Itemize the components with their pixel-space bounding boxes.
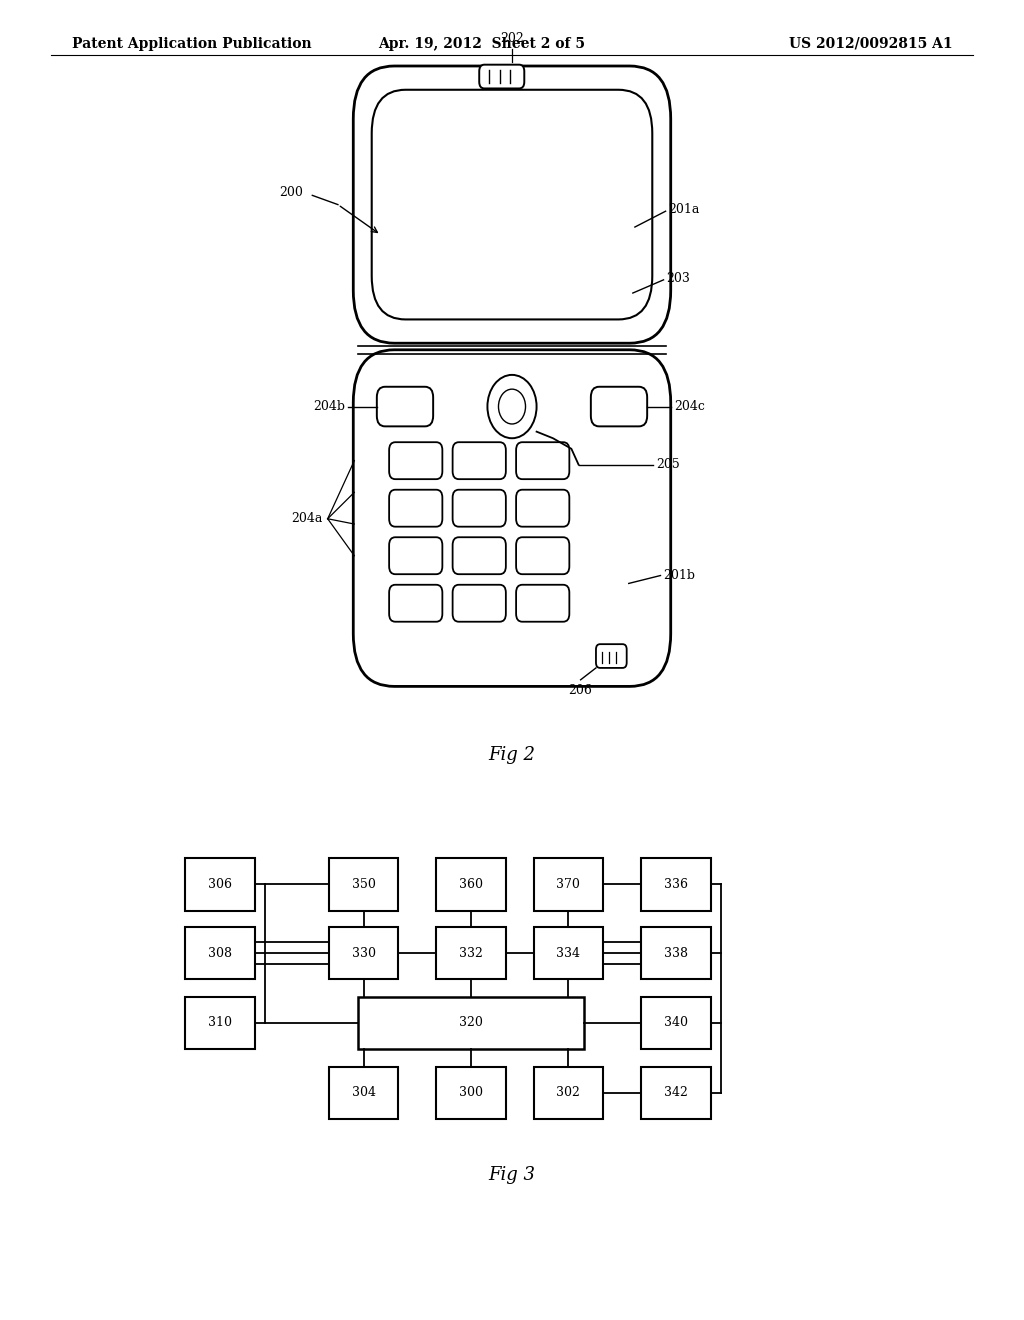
FancyBboxPatch shape: [353, 350, 671, 686]
Bar: [641, 1067, 711, 1119]
Bar: [358, 997, 584, 1049]
Text: 342: 342: [664, 1086, 688, 1100]
Text: 204a: 204a: [291, 512, 323, 525]
FancyBboxPatch shape: [516, 442, 569, 479]
Text: US 2012/0092815 A1: US 2012/0092815 A1: [788, 37, 952, 51]
Bar: [185, 927, 255, 979]
Text: 302: 302: [556, 1086, 581, 1100]
Bar: [329, 1067, 398, 1119]
Bar: [534, 858, 603, 911]
Bar: [534, 927, 603, 979]
Text: 201a: 201a: [669, 203, 700, 216]
Bar: [641, 858, 711, 911]
Bar: [641, 927, 711, 979]
Text: 202: 202: [500, 32, 524, 45]
Bar: [534, 1067, 603, 1119]
Text: 203: 203: [667, 272, 690, 285]
Bar: [436, 1067, 506, 1119]
FancyBboxPatch shape: [377, 387, 433, 426]
Text: Apr. 19, 2012  Sheet 2 of 5: Apr. 19, 2012 Sheet 2 of 5: [378, 37, 585, 51]
Text: 204c: 204c: [674, 400, 705, 413]
Text: 334: 334: [556, 946, 581, 960]
Text: 206: 206: [568, 684, 593, 697]
Text: 338: 338: [664, 946, 688, 960]
FancyBboxPatch shape: [516, 537, 569, 574]
FancyBboxPatch shape: [516, 585, 569, 622]
FancyBboxPatch shape: [453, 442, 506, 479]
Text: 360: 360: [459, 878, 483, 891]
Text: 308: 308: [208, 946, 232, 960]
Text: 201b: 201b: [664, 569, 695, 582]
FancyBboxPatch shape: [479, 65, 524, 88]
FancyBboxPatch shape: [389, 490, 442, 527]
Bar: [436, 858, 506, 911]
FancyBboxPatch shape: [453, 490, 506, 527]
Text: Patent Application Publication: Patent Application Publication: [72, 37, 311, 51]
FancyBboxPatch shape: [453, 585, 506, 622]
Text: 320: 320: [459, 1016, 483, 1030]
Bar: [329, 858, 398, 911]
FancyBboxPatch shape: [389, 442, 442, 479]
FancyBboxPatch shape: [453, 537, 506, 574]
Bar: [329, 927, 398, 979]
Text: 330: 330: [351, 946, 376, 960]
Text: 200: 200: [280, 186, 303, 199]
FancyBboxPatch shape: [372, 90, 652, 319]
FancyBboxPatch shape: [591, 387, 647, 426]
Text: 304: 304: [351, 1086, 376, 1100]
Text: 204b: 204b: [313, 400, 345, 413]
Text: 310: 310: [208, 1016, 232, 1030]
Text: 205: 205: [656, 458, 680, 471]
Bar: [185, 858, 255, 911]
Bar: [185, 997, 255, 1049]
Bar: [436, 927, 506, 979]
FancyBboxPatch shape: [389, 585, 442, 622]
FancyBboxPatch shape: [353, 66, 671, 343]
Text: 336: 336: [664, 878, 688, 891]
Text: 306: 306: [208, 878, 232, 891]
Text: 300: 300: [459, 1086, 483, 1100]
FancyBboxPatch shape: [516, 490, 569, 527]
Text: Fig 3: Fig 3: [488, 1166, 536, 1184]
FancyBboxPatch shape: [596, 644, 627, 668]
Text: 332: 332: [459, 946, 483, 960]
Text: Fig 2: Fig 2: [488, 746, 536, 764]
Bar: [641, 997, 711, 1049]
Text: 350: 350: [351, 878, 376, 891]
Text: 370: 370: [556, 878, 581, 891]
Text: 340: 340: [664, 1016, 688, 1030]
FancyBboxPatch shape: [389, 537, 442, 574]
